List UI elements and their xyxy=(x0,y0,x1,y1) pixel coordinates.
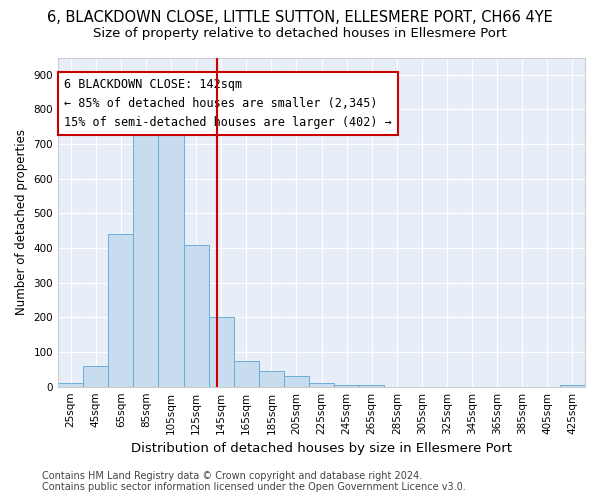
Bar xyxy=(209,318,233,386)
Bar xyxy=(359,385,384,386)
Bar xyxy=(108,234,133,386)
Bar xyxy=(284,376,309,386)
Bar xyxy=(233,360,259,386)
Bar xyxy=(560,385,585,386)
Bar xyxy=(133,125,158,386)
Text: Contains HM Land Registry data © Crown copyright and database right 2024.
Contai: Contains HM Land Registry data © Crown c… xyxy=(42,471,466,492)
Bar xyxy=(158,125,184,386)
Bar xyxy=(58,383,83,386)
Text: 6, BLACKDOWN CLOSE, LITTLE SUTTON, ELLESMERE PORT, CH66 4YE: 6, BLACKDOWN CLOSE, LITTLE SUTTON, ELLES… xyxy=(47,10,553,25)
Bar xyxy=(184,244,209,386)
Y-axis label: Number of detached properties: Number of detached properties xyxy=(15,129,28,315)
Text: 6 BLACKDOWN CLOSE: 142sqm
← 85% of detached houses are smaller (2,345)
15% of se: 6 BLACKDOWN CLOSE: 142sqm ← 85% of detac… xyxy=(64,78,392,130)
Text: Size of property relative to detached houses in Ellesmere Port: Size of property relative to detached ho… xyxy=(93,28,507,40)
Bar xyxy=(83,366,108,386)
X-axis label: Distribution of detached houses by size in Ellesmere Port: Distribution of detached houses by size … xyxy=(131,442,512,455)
Bar xyxy=(309,383,334,386)
Bar xyxy=(334,385,359,386)
Bar xyxy=(259,371,284,386)
